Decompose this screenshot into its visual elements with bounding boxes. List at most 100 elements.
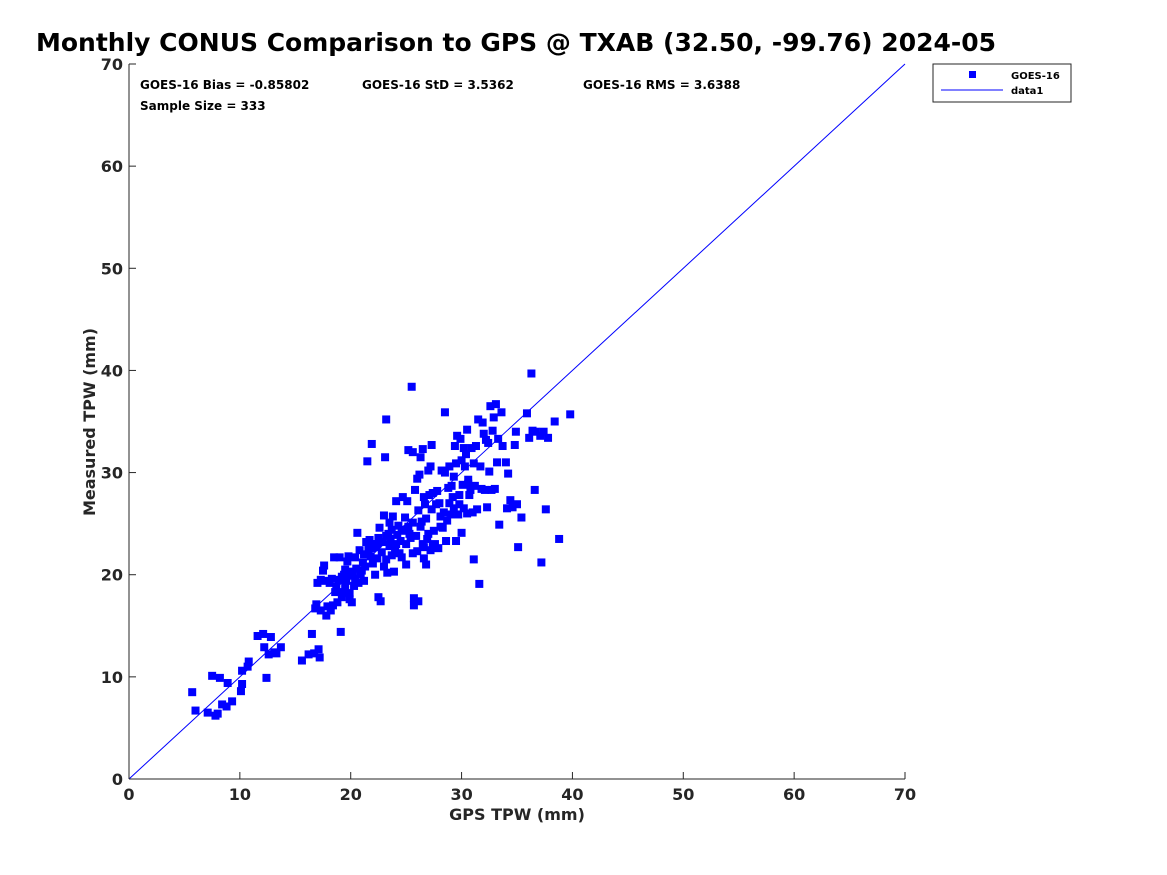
- data-point: [494, 434, 503, 443]
- data-point: [456, 434, 465, 443]
- data-point: [322, 611, 331, 620]
- data-point: [443, 516, 452, 525]
- data-point: [367, 439, 376, 448]
- legend-marker-goes16: [969, 71, 976, 78]
- y-tick-label: 10: [101, 668, 123, 687]
- data-point: [236, 687, 245, 696]
- data-point: [471, 442, 480, 451]
- scatter-points: [188, 369, 575, 720]
- data-point: [392, 497, 401, 506]
- data-point: [413, 474, 422, 483]
- data-point: [475, 579, 484, 588]
- data-point: [315, 653, 324, 662]
- y-tick-label: 20: [101, 566, 123, 585]
- data-point: [376, 597, 385, 606]
- data-point: [455, 500, 464, 509]
- data-point: [307, 629, 316, 638]
- data-point: [467, 444, 476, 453]
- data-point: [426, 462, 435, 471]
- data-point: [476, 462, 485, 471]
- data-point: [338, 588, 347, 597]
- data-point: [360, 576, 369, 585]
- data-point: [351, 574, 360, 583]
- data-point: [208, 671, 217, 680]
- data-point: [266, 633, 275, 642]
- data-point: [514, 543, 523, 552]
- data-point: [358, 558, 367, 567]
- data-point: [522, 409, 531, 418]
- data-point: [326, 606, 335, 615]
- data-point: [378, 538, 387, 547]
- bias-stat: GOES-16 Bias = -0.85802: [140, 78, 309, 92]
- data-point: [350, 581, 359, 590]
- data-point: [555, 534, 564, 543]
- data-point: [490, 484, 499, 493]
- x-axis-label: GPS TPW (mm): [449, 805, 585, 824]
- y-tick-label: 0: [112, 770, 123, 789]
- data-point: [468, 508, 477, 517]
- data-point: [401, 513, 410, 522]
- data-point: [465, 491, 474, 500]
- data-point: [436, 512, 445, 521]
- data-point: [459, 444, 468, 453]
- data-point: [419, 493, 428, 502]
- data-point: [259, 629, 268, 638]
- data-point: [539, 427, 548, 436]
- data-point: [363, 457, 372, 466]
- data-point: [260, 643, 269, 652]
- data-point: [419, 543, 428, 552]
- data-point: [406, 533, 415, 542]
- data-point: [408, 518, 417, 527]
- y-tick-label: 70: [101, 55, 123, 74]
- data-point: [351, 553, 360, 562]
- data-point: [319, 566, 327, 575]
- data-point: [427, 440, 436, 449]
- y-tick-label: 60: [101, 157, 123, 176]
- data-point: [455, 491, 464, 500]
- data-point: [342, 576, 351, 585]
- data-point: [447, 481, 456, 490]
- x-tick-label: 20: [340, 785, 362, 804]
- data-point: [422, 560, 431, 569]
- sample-size-stat: Sample Size = 333: [140, 99, 266, 113]
- axes: [128, 64, 905, 780]
- data-point: [466, 485, 475, 494]
- data-point: [435, 499, 444, 508]
- data-point: [422, 514, 431, 523]
- data-point: [389, 567, 398, 576]
- data-point: [356, 570, 365, 579]
- legend: GOES-16 data1: [932, 63, 1072, 103]
- data-point: [460, 462, 469, 471]
- data-point: [452, 537, 461, 546]
- rms-stat: GOES-16 RMS = 3.6388: [583, 78, 740, 92]
- data-point: [343, 557, 352, 566]
- data-point: [394, 521, 403, 530]
- data-point: [414, 506, 423, 515]
- x-tick-label: 50: [672, 785, 694, 804]
- data-point: [361, 562, 370, 571]
- data-point: [429, 526, 438, 535]
- data-point: [335, 553, 344, 562]
- data-point: [253, 632, 262, 640]
- data-point: [550, 417, 559, 426]
- legend-label-data1: data1: [1011, 86, 1043, 97]
- data-point: [404, 446, 413, 455]
- data-point: [238, 666, 247, 675]
- data-point: [383, 568, 392, 577]
- data-point: [497, 408, 506, 417]
- data-point: [420, 500, 429, 509]
- std-stat: GOES-16 StD = 3.5362: [362, 78, 514, 92]
- data-point: [373, 554, 382, 563]
- data-point: [445, 462, 454, 471]
- data-point: [404, 522, 413, 531]
- data-point: [347, 598, 356, 607]
- data-point: [382, 555, 391, 564]
- data-point: [316, 575, 325, 584]
- data-point: [419, 554, 428, 563]
- data-point: [213, 709, 222, 718]
- data-point: [373, 540, 382, 549]
- data-point: [426, 546, 435, 555]
- data-point: [387, 525, 396, 534]
- data-point: [469, 459, 478, 468]
- reference-line-layer: [128, 63, 906, 780]
